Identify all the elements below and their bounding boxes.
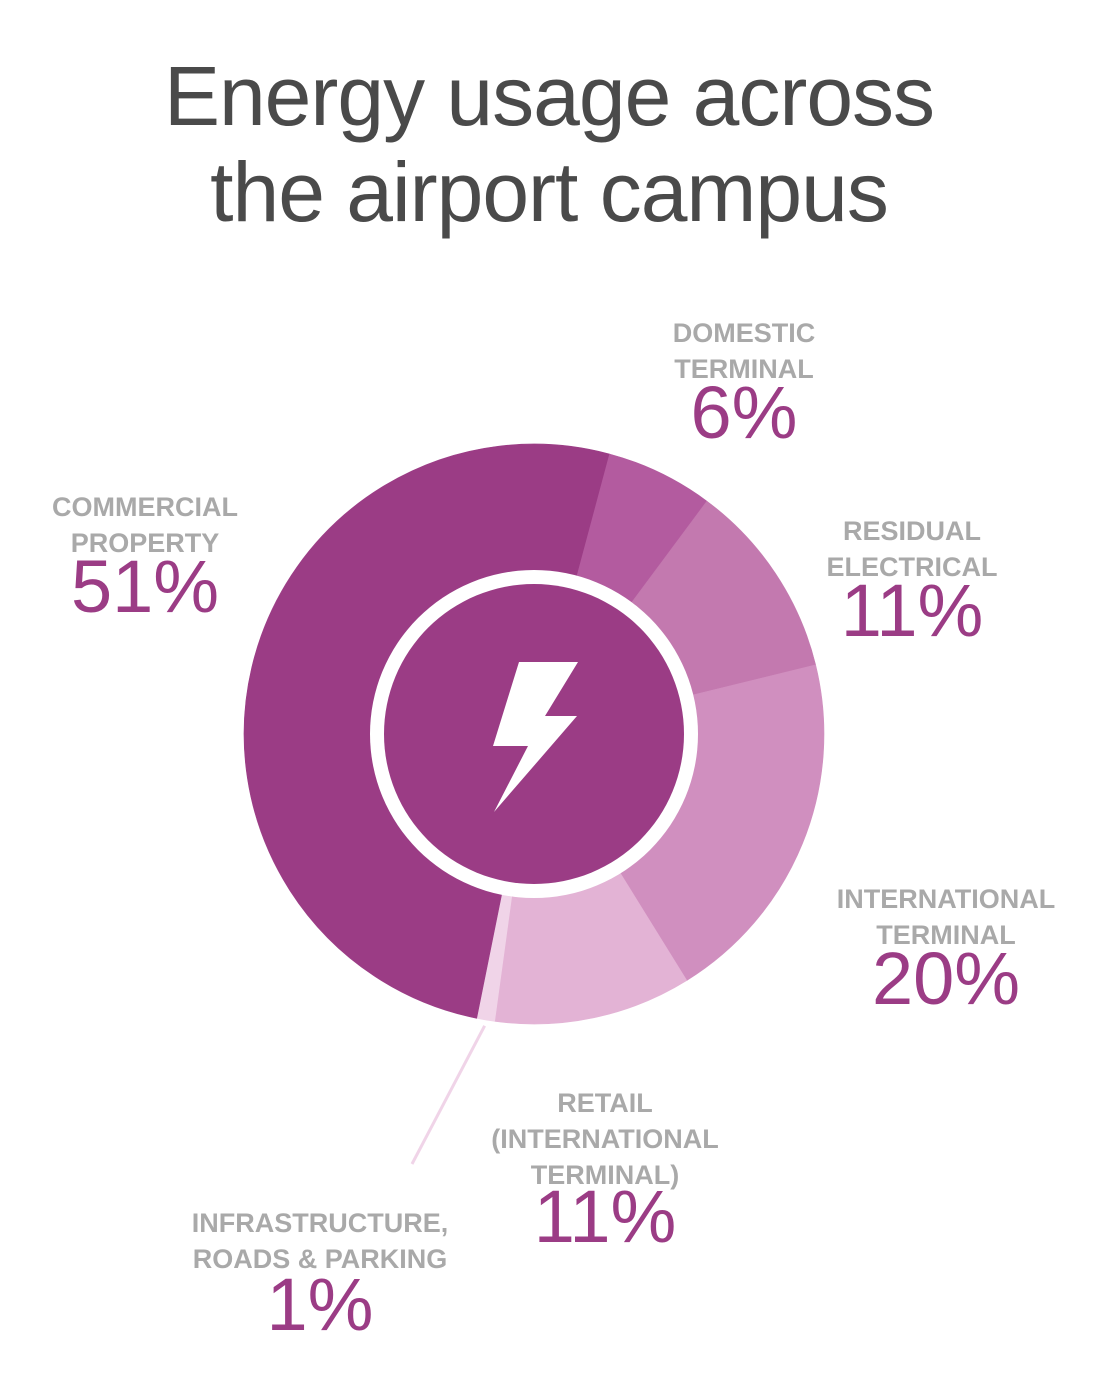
slice-labels: DOMESTICTERMINAL6%RESIDUALELECTRICAL11%I… xyxy=(52,318,1055,1346)
slice-percent-label: 11% xyxy=(841,569,984,652)
slice-name-line: PROPERTY xyxy=(71,528,220,558)
slice-name-line: ELECTRICAL xyxy=(827,552,998,582)
slice-percent-label: 20% xyxy=(872,937,1020,1020)
slice-name-line: TERMINAL) xyxy=(531,1160,679,1190)
infrastructure-leader-line xyxy=(410,1025,486,1165)
slice-percent-label: 1% xyxy=(267,1263,374,1346)
title-line-1: Energy usage across xyxy=(163,49,935,143)
slice-name-line: TERMINAL xyxy=(674,354,813,384)
slice-label-4: RETAIL (INTERNATIONAL TERMINAL)11% xyxy=(491,1088,718,1258)
slice-name-line: INTERNATIONAL xyxy=(837,884,1055,914)
slice-percent-label: 11% xyxy=(534,1175,677,1258)
slice-name-line: ROADS & PARKING xyxy=(193,1244,448,1274)
slice-name-line: COMMERCIAL xyxy=(52,492,238,522)
slice-name-line: INFRASTRUCTURE, xyxy=(192,1208,449,1238)
slice-name-line: (INTERNATIONAL xyxy=(491,1124,718,1154)
title-line-2: the airport campus xyxy=(210,145,889,239)
slice-name-line: RESIDUAL xyxy=(843,516,981,546)
chart-title: Energy usage across the airport campus xyxy=(0,48,1098,240)
lightning-bolt-icon xyxy=(493,662,578,812)
slice-name-line: RETAIL xyxy=(557,1088,653,1118)
slice-percent-label: 6% xyxy=(691,371,798,454)
slice-name-line: DOMESTIC xyxy=(673,318,816,348)
slice-name-line: TERMINAL xyxy=(876,920,1015,950)
slice-percent-label: 51% xyxy=(71,545,219,628)
